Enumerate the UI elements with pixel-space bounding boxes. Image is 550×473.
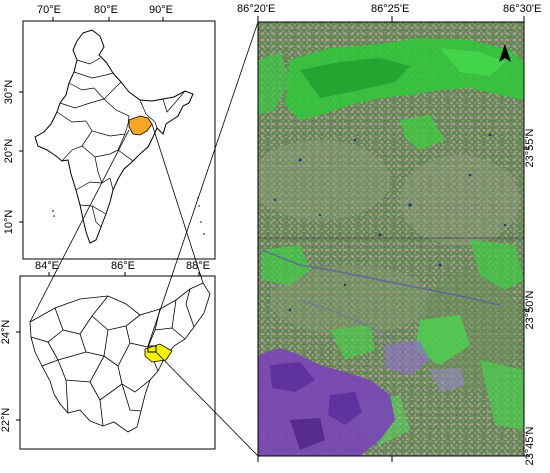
lon-label: 86°E [111, 260, 135, 272]
jharkhand-highlight [128, 115, 153, 136]
lat-label: 22°N [0, 407, 12, 433]
lat-label: 20°N [3, 138, 15, 164]
leader-lines [29, 21, 259, 457]
satellite-frame [257, 21, 525, 457]
lon-label: 86°25'E [371, 3, 410, 15]
lon-label: 86°30'E [503, 3, 542, 15]
lat-label: 10°N [3, 209, 15, 235]
study-area-highlight [144, 343, 173, 363]
north-arrow-icon [499, 44, 511, 62]
lon-label: 90°E [149, 4, 173, 16]
lon-label: 80°E [94, 4, 118, 16]
lat-label: 23°45'N [524, 426, 536, 466]
lon-label: 88°E [186, 260, 210, 272]
lat-label: 23°55'N [524, 128, 536, 168]
jharkhand-map [29, 282, 211, 433]
lon-label: 70°E [37, 4, 61, 16]
india-map [34, 29, 205, 244]
lat-label: 24°N [0, 319, 12, 345]
lon-label: 86°20'E [237, 3, 276, 15]
lat-label: 30°N [3, 79, 15, 105]
lat-label: 23°50'N [524, 290, 536, 330]
lon-label: 84°E [35, 260, 59, 272]
satellite-image [258, 22, 524, 456]
